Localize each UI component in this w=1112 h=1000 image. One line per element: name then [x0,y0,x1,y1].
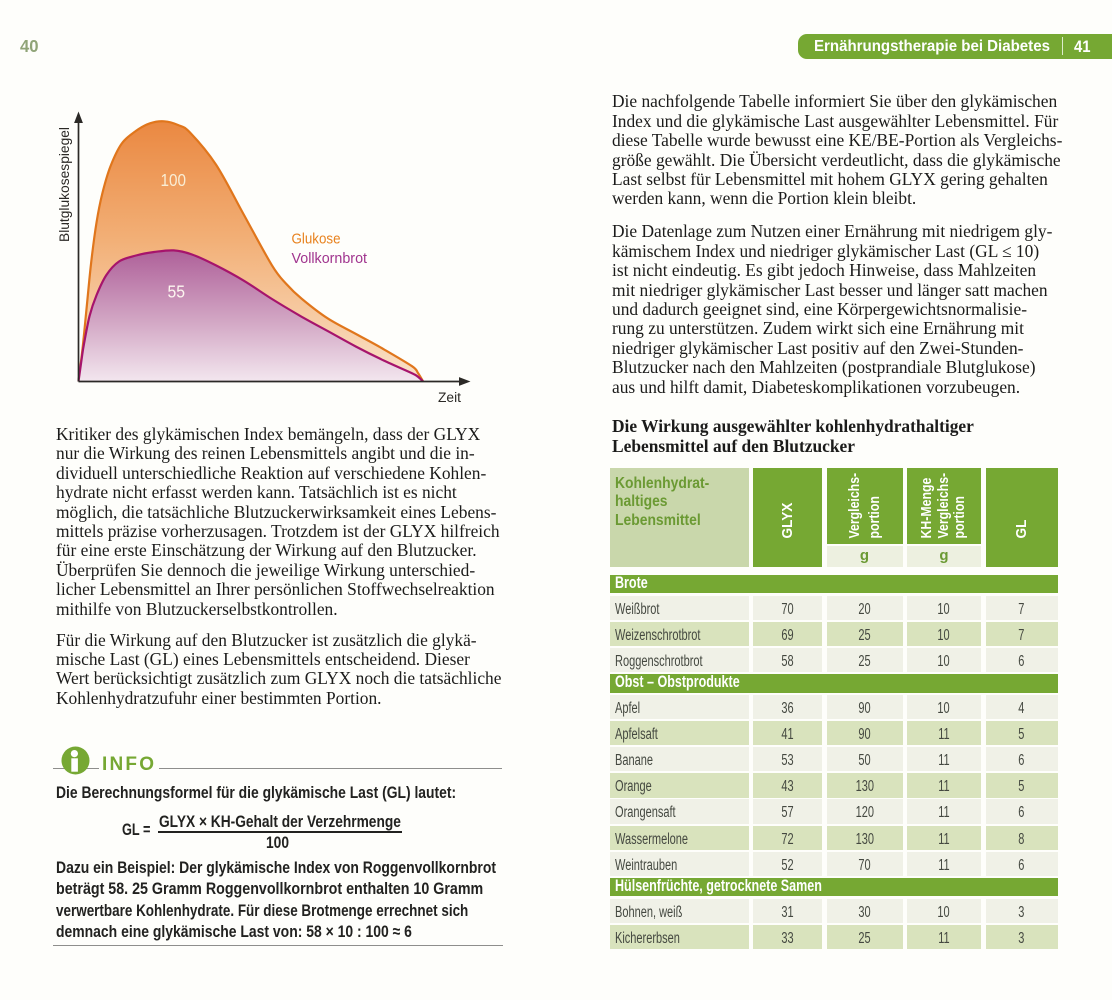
svg-text:Glukose: Glukose [292,231,341,248]
svg-text:100: 100 [161,170,187,190]
svg-text:55: 55 [168,282,186,302]
svg-text:Zeit: Zeit [438,390,461,405]
svg-text:Blutglukosespiegel: Blutglukosespiegel [57,127,72,242]
svg-text:Vollkornbrot: Vollkornbrot [292,250,368,267]
